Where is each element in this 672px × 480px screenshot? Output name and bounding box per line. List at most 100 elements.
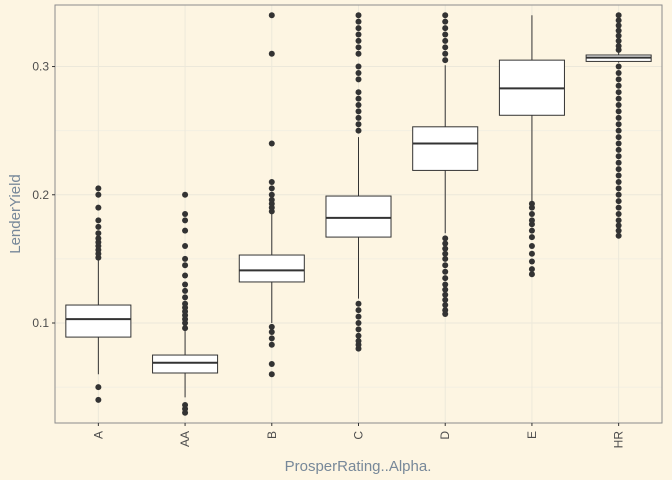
- outlier-point: [528, 227, 535, 234]
- outlier-point: [442, 31, 449, 38]
- outlier-point: [182, 402, 189, 409]
- outlier-point: [615, 95, 622, 102]
- outlier-point: [442, 286, 449, 293]
- outlier-point: [442, 235, 449, 242]
- outlier-point: [182, 294, 189, 301]
- outlier-point: [442, 255, 449, 262]
- outlier-point: [182, 300, 189, 307]
- outlier-point: [615, 108, 622, 115]
- outlier-point: [355, 337, 362, 344]
- outlier-point: [355, 76, 362, 83]
- outlier-point: [182, 262, 189, 269]
- outlier-point: [355, 12, 362, 19]
- outlier-point: [615, 22, 622, 29]
- outlier-point: [442, 250, 449, 257]
- axes: 0.10.20.3A AA B C D E HR: [32, 60, 625, 449]
- x-tick-label: D: [438, 431, 452, 440]
- outlier-point: [528, 217, 535, 224]
- outlier-point: [268, 191, 275, 198]
- outlier-point: [182, 325, 189, 332]
- outlier-point: [615, 32, 622, 39]
- outlier-point: [615, 43, 622, 50]
- outlier-point: [355, 307, 362, 314]
- outlier-point: [528, 258, 535, 265]
- outlier-point: [355, 326, 362, 333]
- outlier-point: [95, 217, 102, 224]
- outlier-point: [615, 146, 622, 153]
- outlier-point: [615, 121, 622, 128]
- outlier-point: [442, 57, 449, 64]
- outlier-point: [615, 76, 622, 83]
- y-axis-title: LenderYield: [7, 174, 24, 254]
- outlier-point: [355, 18, 362, 25]
- outlier-point: [615, 12, 622, 19]
- x-tick-label: E: [525, 431, 539, 439]
- outlier-point: [182, 227, 189, 234]
- x-tick-label: C: [352, 431, 366, 440]
- outlier-point: [182, 272, 189, 279]
- box-A: [65, 185, 132, 403]
- outlier-point: [615, 217, 622, 224]
- box-E: [498, 15, 565, 278]
- outlier-point: [615, 114, 622, 121]
- outlier-point: [615, 172, 622, 179]
- outlier-point: [355, 63, 362, 70]
- outlier-point: [442, 268, 449, 275]
- outlier-point: [615, 211, 622, 217]
- outlier-point: [615, 17, 622, 24]
- box-body: [412, 126, 479, 171]
- outlier-point: [268, 178, 275, 185]
- box-body: [65, 304, 132, 338]
- outlier-point: [355, 50, 362, 57]
- outlier-point: [355, 89, 362, 96]
- box-body: [325, 195, 392, 238]
- x-tick-label: HR: [612, 431, 626, 449]
- y-tick-label: 0.3: [32, 60, 49, 74]
- outlier-point: [355, 332, 362, 339]
- outlier-point: [615, 198, 622, 205]
- outlier-point: [615, 63, 622, 70]
- outlier-point: [528, 211, 535, 217]
- outlier-point: [615, 185, 622, 192]
- outlier-point: [528, 250, 535, 257]
- outlier-point: [355, 313, 362, 320]
- outlier-point: [615, 89, 622, 96]
- outlier-point: [442, 245, 449, 252]
- outlier-point: [268, 140, 275, 147]
- outlier-point: [615, 191, 622, 198]
- outlier-point: [355, 44, 362, 51]
- outlier-point: [528, 200, 535, 207]
- outlier-point: [95, 396, 102, 403]
- outlier-point: [442, 44, 449, 51]
- outlier-point: [442, 275, 449, 282]
- outlier-point: [268, 185, 275, 192]
- outlier-point: [355, 31, 362, 38]
- outlier-point: [355, 95, 362, 102]
- outlier-point: [95, 191, 102, 198]
- outlier-point: [615, 127, 622, 134]
- outlier-point: [268, 328, 275, 335]
- box-B: [238, 12, 305, 378]
- outlier-point: [95, 223, 102, 230]
- outlier-point: [442, 291, 449, 298]
- outlier-point: [95, 204, 102, 211]
- outlier-point: [615, 178, 622, 185]
- outlier-point: [442, 18, 449, 25]
- outlier-point: [442, 37, 449, 44]
- outlier-point: [95, 185, 102, 192]
- box-HR: [585, 12, 652, 239]
- box-C: [325, 12, 392, 352]
- outlier-point: [95, 230, 102, 237]
- outlier-point: [615, 204, 622, 211]
- box-AA: [152, 191, 219, 416]
- box-D: [412, 12, 479, 318]
- x-axis-title: ProsperRating..Alpha.: [285, 458, 432, 475]
- outlier-point: [442, 307, 449, 314]
- x-tick-label: B: [265, 431, 279, 439]
- outlier-point: [442, 302, 449, 309]
- outlier-point: [615, 134, 622, 141]
- outlier-point: [182, 287, 189, 294]
- outlier-point: [268, 323, 275, 330]
- outlier-point: [615, 153, 622, 160]
